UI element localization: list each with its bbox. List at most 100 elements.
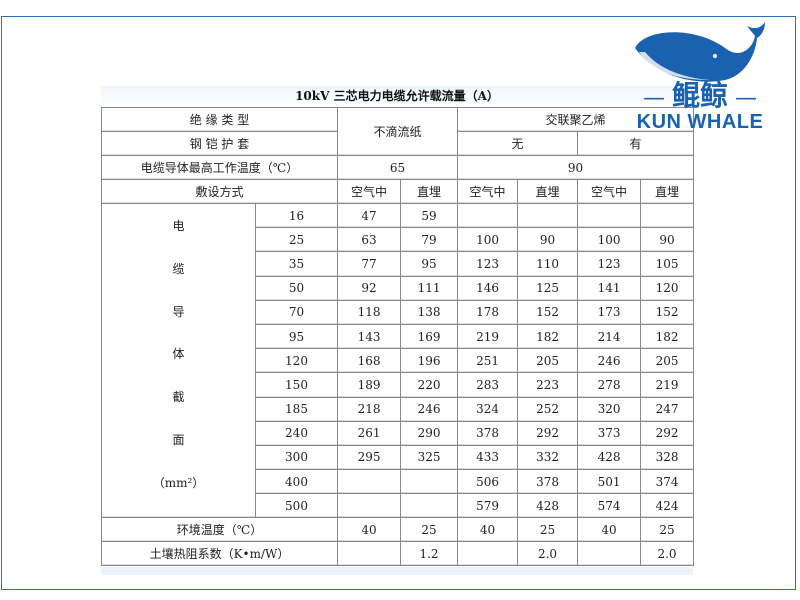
ampacity-cell	[640, 202, 695, 229]
cross-section-value: 400	[254, 469, 339, 495]
cross-section-label-char: 截	[172, 390, 185, 405]
cross-section-value: 70	[254, 299, 339, 325]
ampacity-cell: 152	[640, 299, 695, 325]
ampacity-cell	[400, 469, 459, 495]
soil-resistivity-value	[337, 541, 402, 567]
ampacity-cell: 168	[337, 348, 402, 374]
cross-section-value: 95	[254, 323, 339, 350]
ampacity-cell: 424	[640, 493, 695, 519]
ambient-temp-value: 40	[577, 517, 642, 543]
ampacity-cell: 247	[640, 396, 695, 422]
ampacity-cell: 152	[517, 299, 579, 325]
ampacity-cell: 219	[457, 323, 519, 350]
ampacity-cell: 332	[517, 444, 579, 471]
cross-section-value: 300	[254, 444, 339, 471]
ampacity-cell: 63	[337, 227, 402, 253]
ambient-temp-row: 环境温度（℃） 40 25 40 25 40 25	[100, 517, 695, 543]
cross-section-value: 120	[254, 348, 339, 374]
ampacity-cell: 433	[457, 444, 519, 471]
ampacity-cell: 251	[457, 348, 519, 374]
ampacity-cell: 77	[337, 251, 402, 277]
ampacity-cell: 378	[517, 469, 579, 495]
ampacity-cell: 246	[577, 348, 642, 374]
ampacity-cell: 292	[640, 420, 695, 446]
laying-method-header: 直埋	[400, 179, 459, 204]
ampacity-cell: 141	[577, 275, 642, 301]
cross-section-label-char: 电	[172, 218, 185, 233]
ampacity-cell: 105	[640, 251, 695, 277]
logo-dash-left: —	[642, 86, 672, 111]
ampacity-cell: 125	[517, 275, 579, 301]
whale-icon	[635, 22, 765, 82]
cross-section-value: 16	[254, 202, 339, 229]
ampacity-cell: 90	[640, 227, 695, 253]
ampacity-cell: 278	[577, 372, 642, 398]
ampacity-cell	[517, 202, 579, 229]
ampacity-cell: 428	[577, 444, 642, 471]
ampacity-cell: 118	[337, 299, 402, 325]
ampacity-cell: 328	[640, 444, 695, 471]
max-temp-xlpe: 90	[457, 155, 695, 180]
armor-label: 钢 铠 护 套	[100, 131, 339, 156]
ampacity-cell: 574	[577, 493, 642, 519]
table-title: 10kV 三芯电力电缆允许载流量（A）	[101, 86, 693, 107]
ampacity-cell	[400, 493, 459, 519]
ambient-temp-value: 40	[457, 517, 519, 543]
ampacity-cell: 218	[337, 396, 402, 422]
table-row: 400 506 378 501 374	[102, 469, 695, 495]
image-frame	[1, 16, 796, 590]
ampacity-cell: 506	[457, 469, 519, 495]
ampacity-cell: 111	[400, 275, 459, 301]
ampacity-cell: 220	[400, 372, 459, 398]
armor-header: 有	[577, 131, 695, 156]
ampacity-cell: 320	[577, 396, 642, 422]
ampacity-cell: 378	[457, 420, 519, 446]
table-row: 500 579 428 574 424	[102, 493, 695, 519]
table-row: 70 118 138 178 152 173 152	[102, 299, 695, 325]
ambient-temp-value: 25	[640, 517, 695, 543]
ampacity-cell: 47	[337, 202, 402, 229]
cross-section-value: 240	[254, 420, 339, 446]
ambient-temp-value: 40	[337, 517, 402, 543]
laying-method-header: 空气中	[337, 179, 402, 204]
cross-section-label-char: 体	[172, 347, 185, 362]
soil-resistivity-value: 2.0	[640, 541, 695, 567]
soil-resistivity-label: 土壤热阻系数（K•m/W）	[100, 541, 339, 567]
table-row: 120 168 196 251 205 246 205	[102, 348, 695, 374]
ampacity-cell: 325	[400, 444, 459, 471]
ampacity-cell: 246	[400, 396, 459, 422]
cross-section-label-char: 缆	[172, 261, 185, 276]
ampacity-cell	[337, 493, 402, 519]
ambient-temp-label: 环境温度（℃）	[100, 517, 339, 543]
ampacity-cell: 290	[400, 420, 459, 446]
ampacity-cell: 138	[400, 299, 459, 325]
ampacity-cell: 261	[337, 420, 402, 446]
ampacity-cell: 292	[517, 420, 579, 446]
insulation-type-label: 绝 缘 类 型	[100, 107, 339, 132]
soil-resistivity-value: 2.0	[517, 541, 579, 567]
ampacity-cell: 146	[457, 275, 519, 301]
ampacity-cell: 120	[640, 275, 695, 301]
ampacity-cell: 374	[640, 469, 695, 495]
max-temp-paper: 65	[337, 155, 459, 180]
ambient-temp-value: 25	[400, 517, 459, 543]
cross-section-value: 500	[254, 493, 339, 519]
cross-section-label-char: 导	[172, 304, 185, 319]
cross-section-label-char: （mm²）	[152, 475, 205, 490]
ampacity-cell: 79	[400, 227, 459, 253]
cross-section-value: 185	[254, 396, 339, 422]
logo-dash-right: —	[728, 86, 757, 111]
ampacity-cell: 182	[640, 323, 695, 350]
ampacity-cell: 100	[457, 227, 519, 253]
table-row: 35 77 95 123 110 123 105	[102, 251, 695, 277]
table-row: 电缆导体截面 （mm²） 16 47 59	[101, 202, 695, 519]
ampacity-cell: 95	[400, 251, 459, 277]
cross-section-label-wrap: 电缆导体截面 （mm²）	[102, 204, 255, 504]
ampacity-cell: 214	[577, 323, 642, 350]
cross-section-label-char: 面	[172, 433, 185, 448]
ampacity-cell: 428	[517, 493, 579, 519]
ampacity-cell: 373	[577, 420, 642, 446]
ampacity-cell: 90	[517, 227, 579, 253]
logo-cn-text: 鲲鲸	[671, 79, 728, 112]
table-row: 240 261 290 378 292 373 292	[102, 420, 695, 446]
